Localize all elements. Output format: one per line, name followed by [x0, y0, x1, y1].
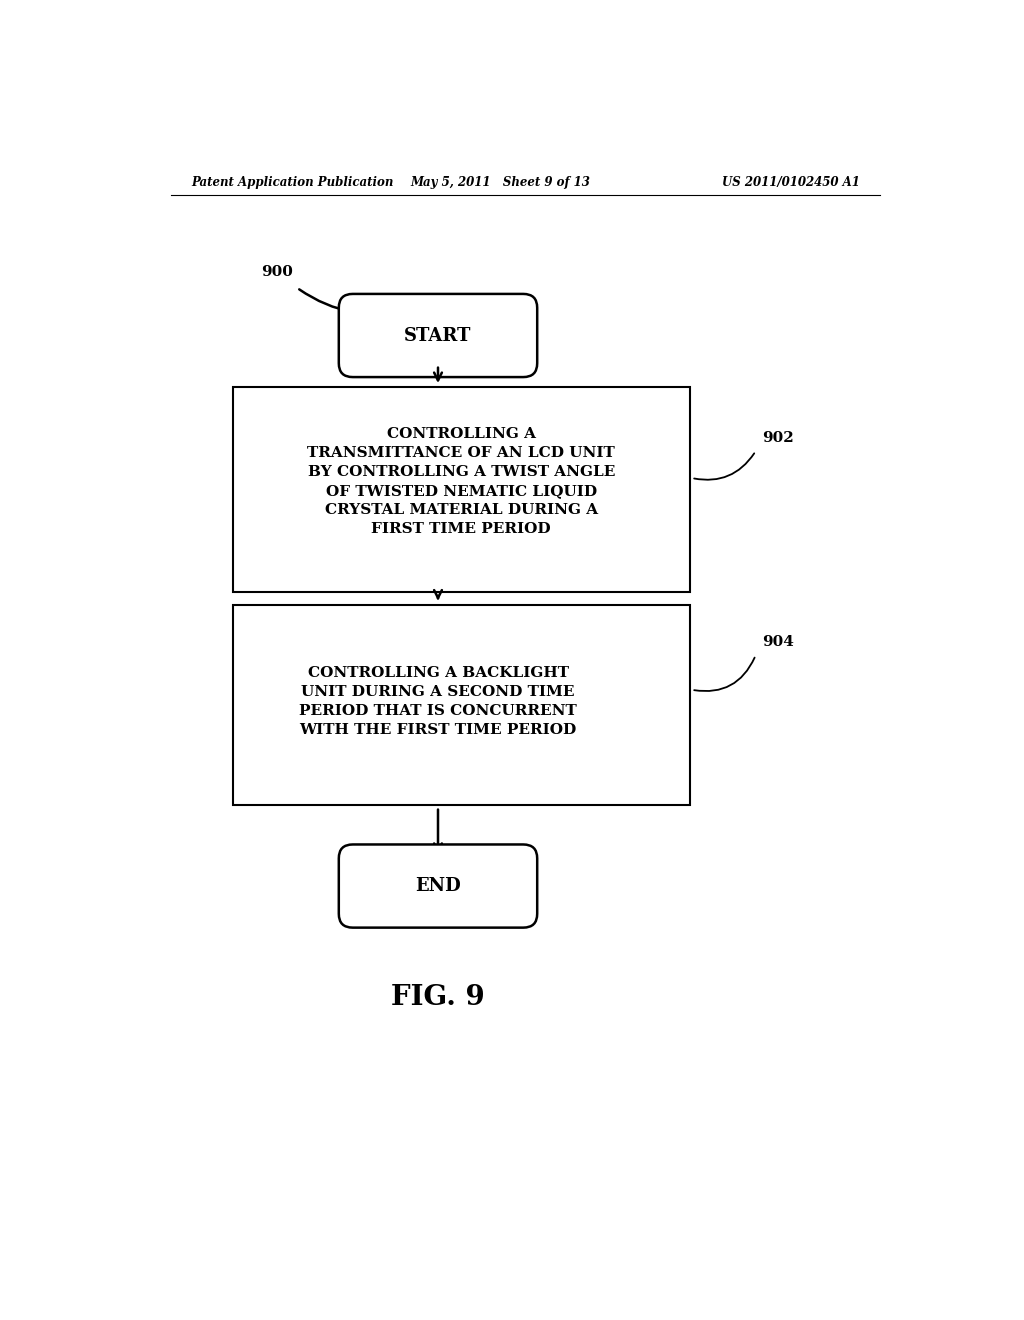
Text: 900: 900 [261, 265, 293, 280]
Text: Patent Application Publication: Patent Application Publication [191, 176, 394, 189]
Text: CONTROLLING A
TRANSMITTANCE OF AN LCD UNIT
BY CONTROLLING A TWIST ANGLE
OF TWIST: CONTROLLING A TRANSMITTANCE OF AN LCD UN… [307, 428, 615, 536]
Text: May 5, 2011   Sheet 9 of 13: May 5, 2011 Sheet 9 of 13 [410, 176, 590, 189]
Text: END: END [415, 876, 461, 895]
Bar [232, 388, 690, 591]
Text: 902: 902 [762, 430, 794, 445]
FancyBboxPatch shape [339, 294, 538, 378]
Text: 904: 904 [762, 635, 794, 649]
Text: START: START [404, 326, 472, 345]
Bar [232, 605, 690, 805]
Text: CONTROLLING A BACKLIGHT
UNIT DURING A SECOND TIME
PERIOD THAT IS CONCURRENT
WITH: CONTROLLING A BACKLIGHT UNIT DURING A SE… [299, 665, 577, 737]
Text: FIG. 9: FIG. 9 [391, 985, 485, 1011]
FancyBboxPatch shape [339, 845, 538, 928]
Text: US 2011/0102450 A1: US 2011/0102450 A1 [723, 176, 860, 189]
